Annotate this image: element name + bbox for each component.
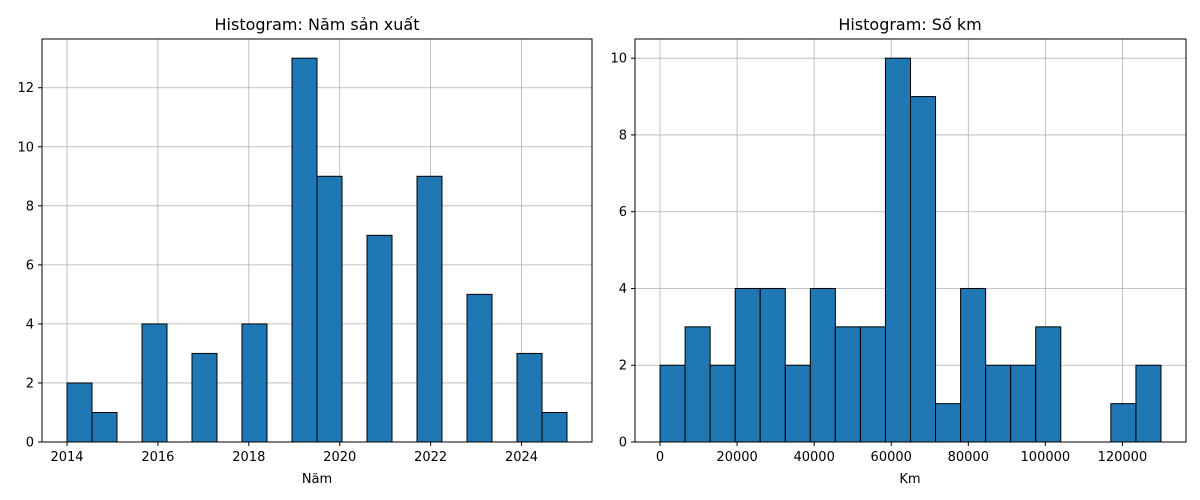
histogram-bar	[291, 57, 318, 443]
histogram-bar	[759, 287, 786, 443]
histogram-bar	[1010, 364, 1037, 443]
x-tick-label: 100000	[1021, 450, 1071, 465]
y-tick-label: 8	[619, 128, 627, 143]
histogram-bar	[935, 403, 962, 443]
chart-title-km: Histogram: Số km	[838, 15, 981, 34]
histogram-bar	[985, 364, 1012, 443]
y-tick-label: 2	[619, 359, 627, 374]
x-tick-label: 80000	[948, 450, 989, 465]
y-tick-label: 0	[619, 436, 627, 451]
histogram-bar	[784, 364, 811, 443]
histogram-bar	[191, 352, 218, 443]
histogram-bar	[466, 293, 493, 443]
histogram-bar	[910, 96, 937, 443]
plot-frame	[634, 38, 1187, 443]
histogram-bar	[960, 287, 987, 443]
histogram-bar	[366, 234, 393, 443]
y-tick-label: 10	[610, 52, 627, 67]
histogram-bar	[516, 352, 543, 443]
histogram-bar	[684, 326, 711, 443]
x-tick-label: 2022	[414, 450, 447, 465]
y-tick-label: 12	[17, 81, 34, 96]
x-tick-label: 40000	[793, 450, 834, 465]
histogram-bar	[1110, 403, 1137, 443]
histogram-bar	[316, 175, 343, 443]
histogram-bar	[809, 287, 836, 443]
histogram-bar	[541, 411, 568, 443]
y-tick-label: 0	[26, 436, 34, 451]
y-tick-label: 2	[26, 376, 34, 391]
y-tick-label: 4	[26, 317, 34, 332]
histogram-bar	[66, 382, 93, 443]
x-tick-label: 2024	[505, 450, 538, 465]
x-tick-label: 2016	[141, 450, 174, 465]
x-tick-label: 120000	[1098, 450, 1148, 465]
histogram-bar	[834, 326, 861, 443]
x-tick-label: 60000	[871, 450, 912, 465]
histogram-bar	[1035, 326, 1062, 443]
x-axis-label-km: Km	[899, 472, 920, 487]
histogram-year-chart: Histogram: Năm sản xuất Năm 2014 2016 2018…	[17, 15, 593, 487]
histogram-bar	[241, 323, 268, 443]
x-tick-label: 20000	[716, 450, 757, 465]
histogram-bar	[141, 323, 168, 443]
x-tick-label: 2020	[323, 450, 356, 465]
x-tick-label: 2014	[50, 450, 83, 465]
histogram-bar	[734, 287, 761, 443]
x-tick-label: 0	[656, 450, 664, 465]
histogram-bar	[859, 326, 886, 443]
histogram-bar	[884, 57, 911, 443]
y-tick-label: 4	[619, 282, 627, 297]
y-tick-label: 6	[26, 258, 34, 273]
histogram-bar	[1135, 364, 1162, 443]
x-tick-label: 2018	[232, 450, 265, 465]
y-tick-label: 10	[17, 140, 34, 155]
histogram-bar	[91, 411, 118, 443]
histogram-bar	[709, 364, 736, 443]
chart-title-year: Histogram: Năm sản xuất	[215, 15, 420, 34]
histogram-km-chart: Histogram: Số km Km 0 20000 40000 60000 8000…	[610, 15, 1187, 487]
histogram-bar	[659, 364, 686, 443]
y-tick-label: 8	[26, 199, 34, 214]
plot-frame	[41, 38, 593, 443]
histogram-bar	[416, 175, 443, 443]
y-tick-label: 6	[619, 205, 627, 220]
x-axis-label-year: Năm	[302, 472, 332, 487]
